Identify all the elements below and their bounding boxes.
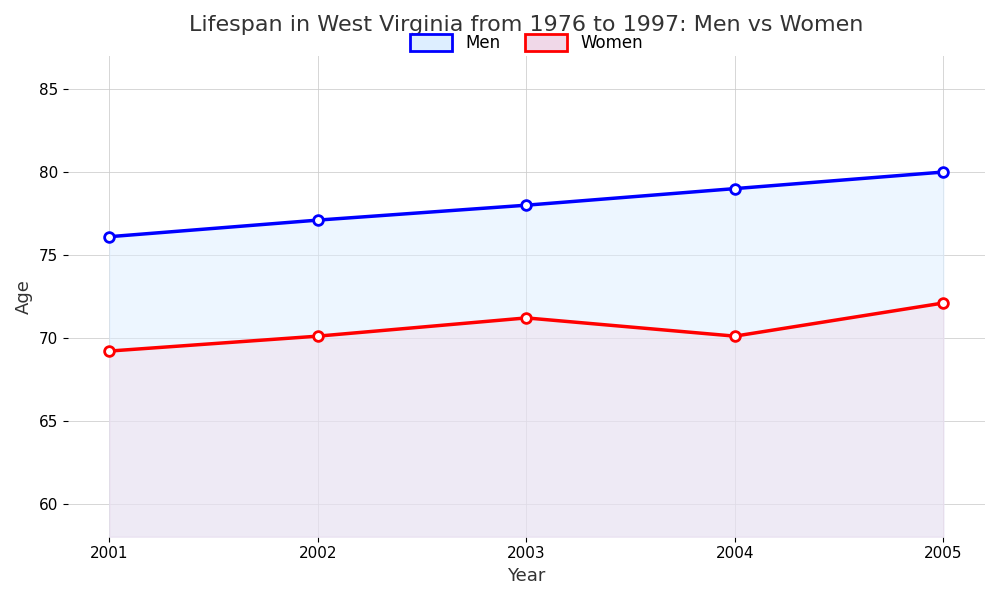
Title: Lifespan in West Virginia from 1976 to 1997: Men vs Women: Lifespan in West Virginia from 1976 to 1… — [189, 15, 864, 35]
Y-axis label: Age: Age — [15, 279, 33, 314]
X-axis label: Year: Year — [507, 567, 546, 585]
Legend: Men, Women: Men, Women — [402, 26, 651, 61]
